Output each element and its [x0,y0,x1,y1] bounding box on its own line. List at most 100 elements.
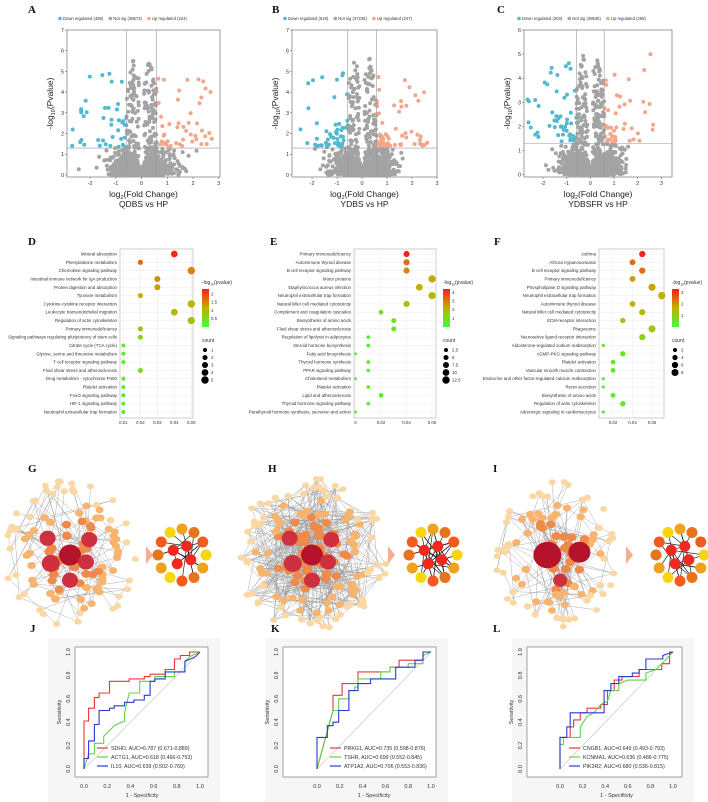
data-point [121,143,126,148]
data-point [409,129,414,134]
data-point [133,134,138,139]
data-point [131,73,136,78]
data-point [180,165,185,170]
data-point [392,103,397,108]
data-point [335,137,340,141]
data-point [614,125,619,130]
data-point [599,89,604,94]
data-point [341,171,346,176]
data-point [324,143,329,148]
data-point [338,150,342,155]
data-point [79,110,84,115]
legend-label: Up regulated (247) [377,16,413,21]
panel-label: A [28,4,36,16]
data-point [578,62,583,67]
data-point [135,124,140,129]
data-point [400,156,405,161]
data-point [377,87,382,92]
x-tick-label: 3 [435,181,438,187]
data-point [97,143,102,148]
legend-label: Not sig (37235) [338,16,367,21]
x-axis-title-prefix: log [330,189,342,199]
data-point [186,153,191,158]
data-point [353,76,358,81]
panel-label: C [497,4,505,16]
data-point [127,81,132,85]
data-point [209,136,214,141]
data-point [147,129,152,134]
x-tick-label: 3 [217,181,220,187]
comparison-subtitle: YDBS vs HP [340,199,389,209]
data-point [362,163,367,168]
x-axis-title-suffix: (Fold Change) [124,189,179,199]
data-point [377,132,382,137]
data-point [584,109,589,113]
data-point [136,80,141,85]
data-point [134,160,139,165]
data-point [146,109,151,114]
data-point [121,167,126,172]
data-point [353,68,358,73]
data-point [125,172,130,177]
data-point [348,99,353,104]
data-point [368,76,373,80]
data-point [180,143,184,148]
y-tick-label: 6 [61,49,64,55]
data-point [139,172,144,177]
data-point [110,167,114,172]
data-point [158,142,162,147]
legend-label: Down regulated (469) [63,16,104,21]
legend-label: Up regulated (268) [611,16,647,21]
data-point [115,107,119,112]
data-point [333,152,338,156]
data-point [404,103,409,108]
data-point [150,108,155,113]
data-point [368,140,373,144]
legend-marker [58,16,62,21]
data-point [151,125,155,130]
x-axis-title-suffix: (Fold Change) [345,189,400,199]
data-point [363,150,368,155]
data-point [601,135,606,140]
data-point [368,129,373,134]
data-point [377,111,381,116]
data-point [320,163,325,168]
data-point [174,141,179,146]
data-point [127,138,132,143]
data-point [142,169,147,174]
data-point [345,163,350,168]
data-point [144,71,149,76]
data-point [186,120,191,125]
data-point [188,111,193,116]
data-point [353,106,358,111]
data-point [367,71,372,76]
data-point [366,81,371,86]
data-point [208,90,213,94]
data-point [623,170,628,175]
y-tick-label: 4 [286,90,289,96]
data-point [128,94,133,98]
data-point [163,158,168,163]
data-point [356,85,361,90]
data-point [161,153,166,157]
data-point [348,138,353,143]
data-point [70,127,75,132]
data-point [613,111,618,116]
legend-marker [333,16,338,21]
legend-marker [517,16,521,21]
legend-label: Not sig (38573) [113,16,142,21]
data-point [161,77,166,82]
data-point [422,90,426,95]
data-point [335,166,340,171]
data-point [403,131,408,136]
data-point [126,109,131,114]
data-point [151,92,156,97]
data-point [384,161,389,166]
data-point [162,132,167,137]
data-point [165,170,169,174]
data-point [349,157,354,162]
data-point [131,153,136,158]
data-point [584,130,589,134]
data-point [322,149,327,154]
data-point [617,104,622,109]
